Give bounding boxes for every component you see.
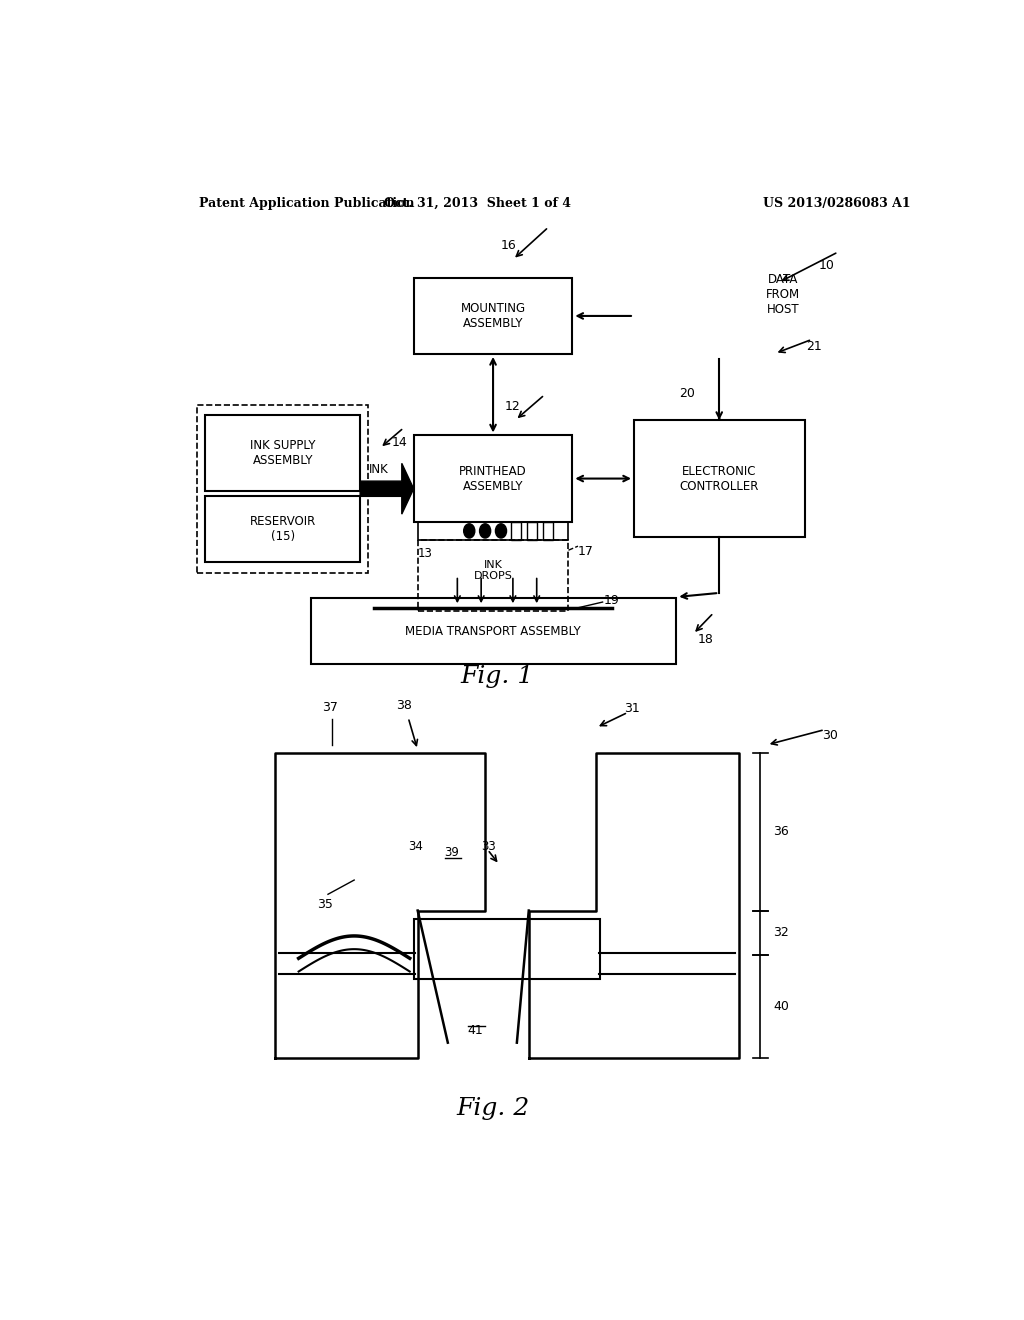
Text: 33: 33 <box>481 840 496 853</box>
Text: 17: 17 <box>578 545 594 558</box>
Text: 20: 20 <box>680 387 695 400</box>
Bar <box>414 919 600 978</box>
Text: 10: 10 <box>818 259 835 272</box>
Text: INK: INK <box>369 463 389 477</box>
Text: MOUNTING
ASSEMBLY: MOUNTING ASSEMBLY <box>461 302 525 330</box>
Text: ELECTRONIC
CONTROLLER: ELECTRONIC CONTROLLER <box>680 465 759 492</box>
Text: US 2013/0286083 A1: US 2013/0286083 A1 <box>763 197 910 210</box>
Text: 14: 14 <box>392 437 408 450</box>
Bar <box>206 414 360 491</box>
Bar <box>310 598 676 664</box>
Text: DATA
FROM
HOST: DATA FROM HOST <box>766 273 800 315</box>
Bar <box>543 521 553 540</box>
Text: 35: 35 <box>316 899 333 911</box>
Text: 12: 12 <box>505 400 521 413</box>
Text: MEDIA TRANSPORT ASSEMBLY: MEDIA TRANSPORT ASSEMBLY <box>406 624 581 638</box>
Text: 40: 40 <box>773 1001 790 1012</box>
Bar <box>418 521 568 540</box>
Text: RESERVOIR
(15): RESERVOIR (15) <box>250 515 315 544</box>
Text: 31: 31 <box>624 702 640 715</box>
Bar <box>414 277 572 354</box>
Text: PRINTHEAD
ASSEMBLY: PRINTHEAD ASSEMBLY <box>459 465 527 492</box>
Bar <box>198 405 368 573</box>
Text: 32: 32 <box>773 927 788 940</box>
Text: Fig. 2: Fig. 2 <box>457 1097 529 1119</box>
Text: Fig. 1: Fig. 1 <box>461 664 534 688</box>
Bar <box>418 540 568 611</box>
Text: 30: 30 <box>822 729 839 742</box>
Text: Oct. 31, 2013  Sheet 1 of 4: Oct. 31, 2013 Sheet 1 of 4 <box>384 197 570 210</box>
Text: 41: 41 <box>467 1024 482 1038</box>
Text: 38: 38 <box>396 700 412 713</box>
Text: INK
DROPS: INK DROPS <box>474 560 512 581</box>
Text: 18: 18 <box>697 632 714 645</box>
Circle shape <box>479 524 490 539</box>
Bar <box>527 521 537 540</box>
Bar <box>206 496 360 562</box>
Text: 39: 39 <box>444 846 459 859</box>
Text: 34: 34 <box>409 840 423 853</box>
Text: INK SUPPLY
ASSEMBLY: INK SUPPLY ASSEMBLY <box>250 440 315 467</box>
Text: 16: 16 <box>501 239 517 252</box>
Bar <box>414 436 572 521</box>
Polygon shape <box>360 463 414 515</box>
Text: 19: 19 <box>604 594 620 606</box>
Text: 37: 37 <box>323 701 338 714</box>
Bar <box>634 420 805 537</box>
Text: Patent Application Publication: Patent Application Publication <box>200 197 415 210</box>
Text: 13: 13 <box>418 548 432 560</box>
Text: 36: 36 <box>773 825 788 838</box>
Circle shape <box>496 524 507 539</box>
Circle shape <box>464 524 475 539</box>
Text: 21: 21 <box>807 341 822 352</box>
Bar <box>511 521 521 540</box>
